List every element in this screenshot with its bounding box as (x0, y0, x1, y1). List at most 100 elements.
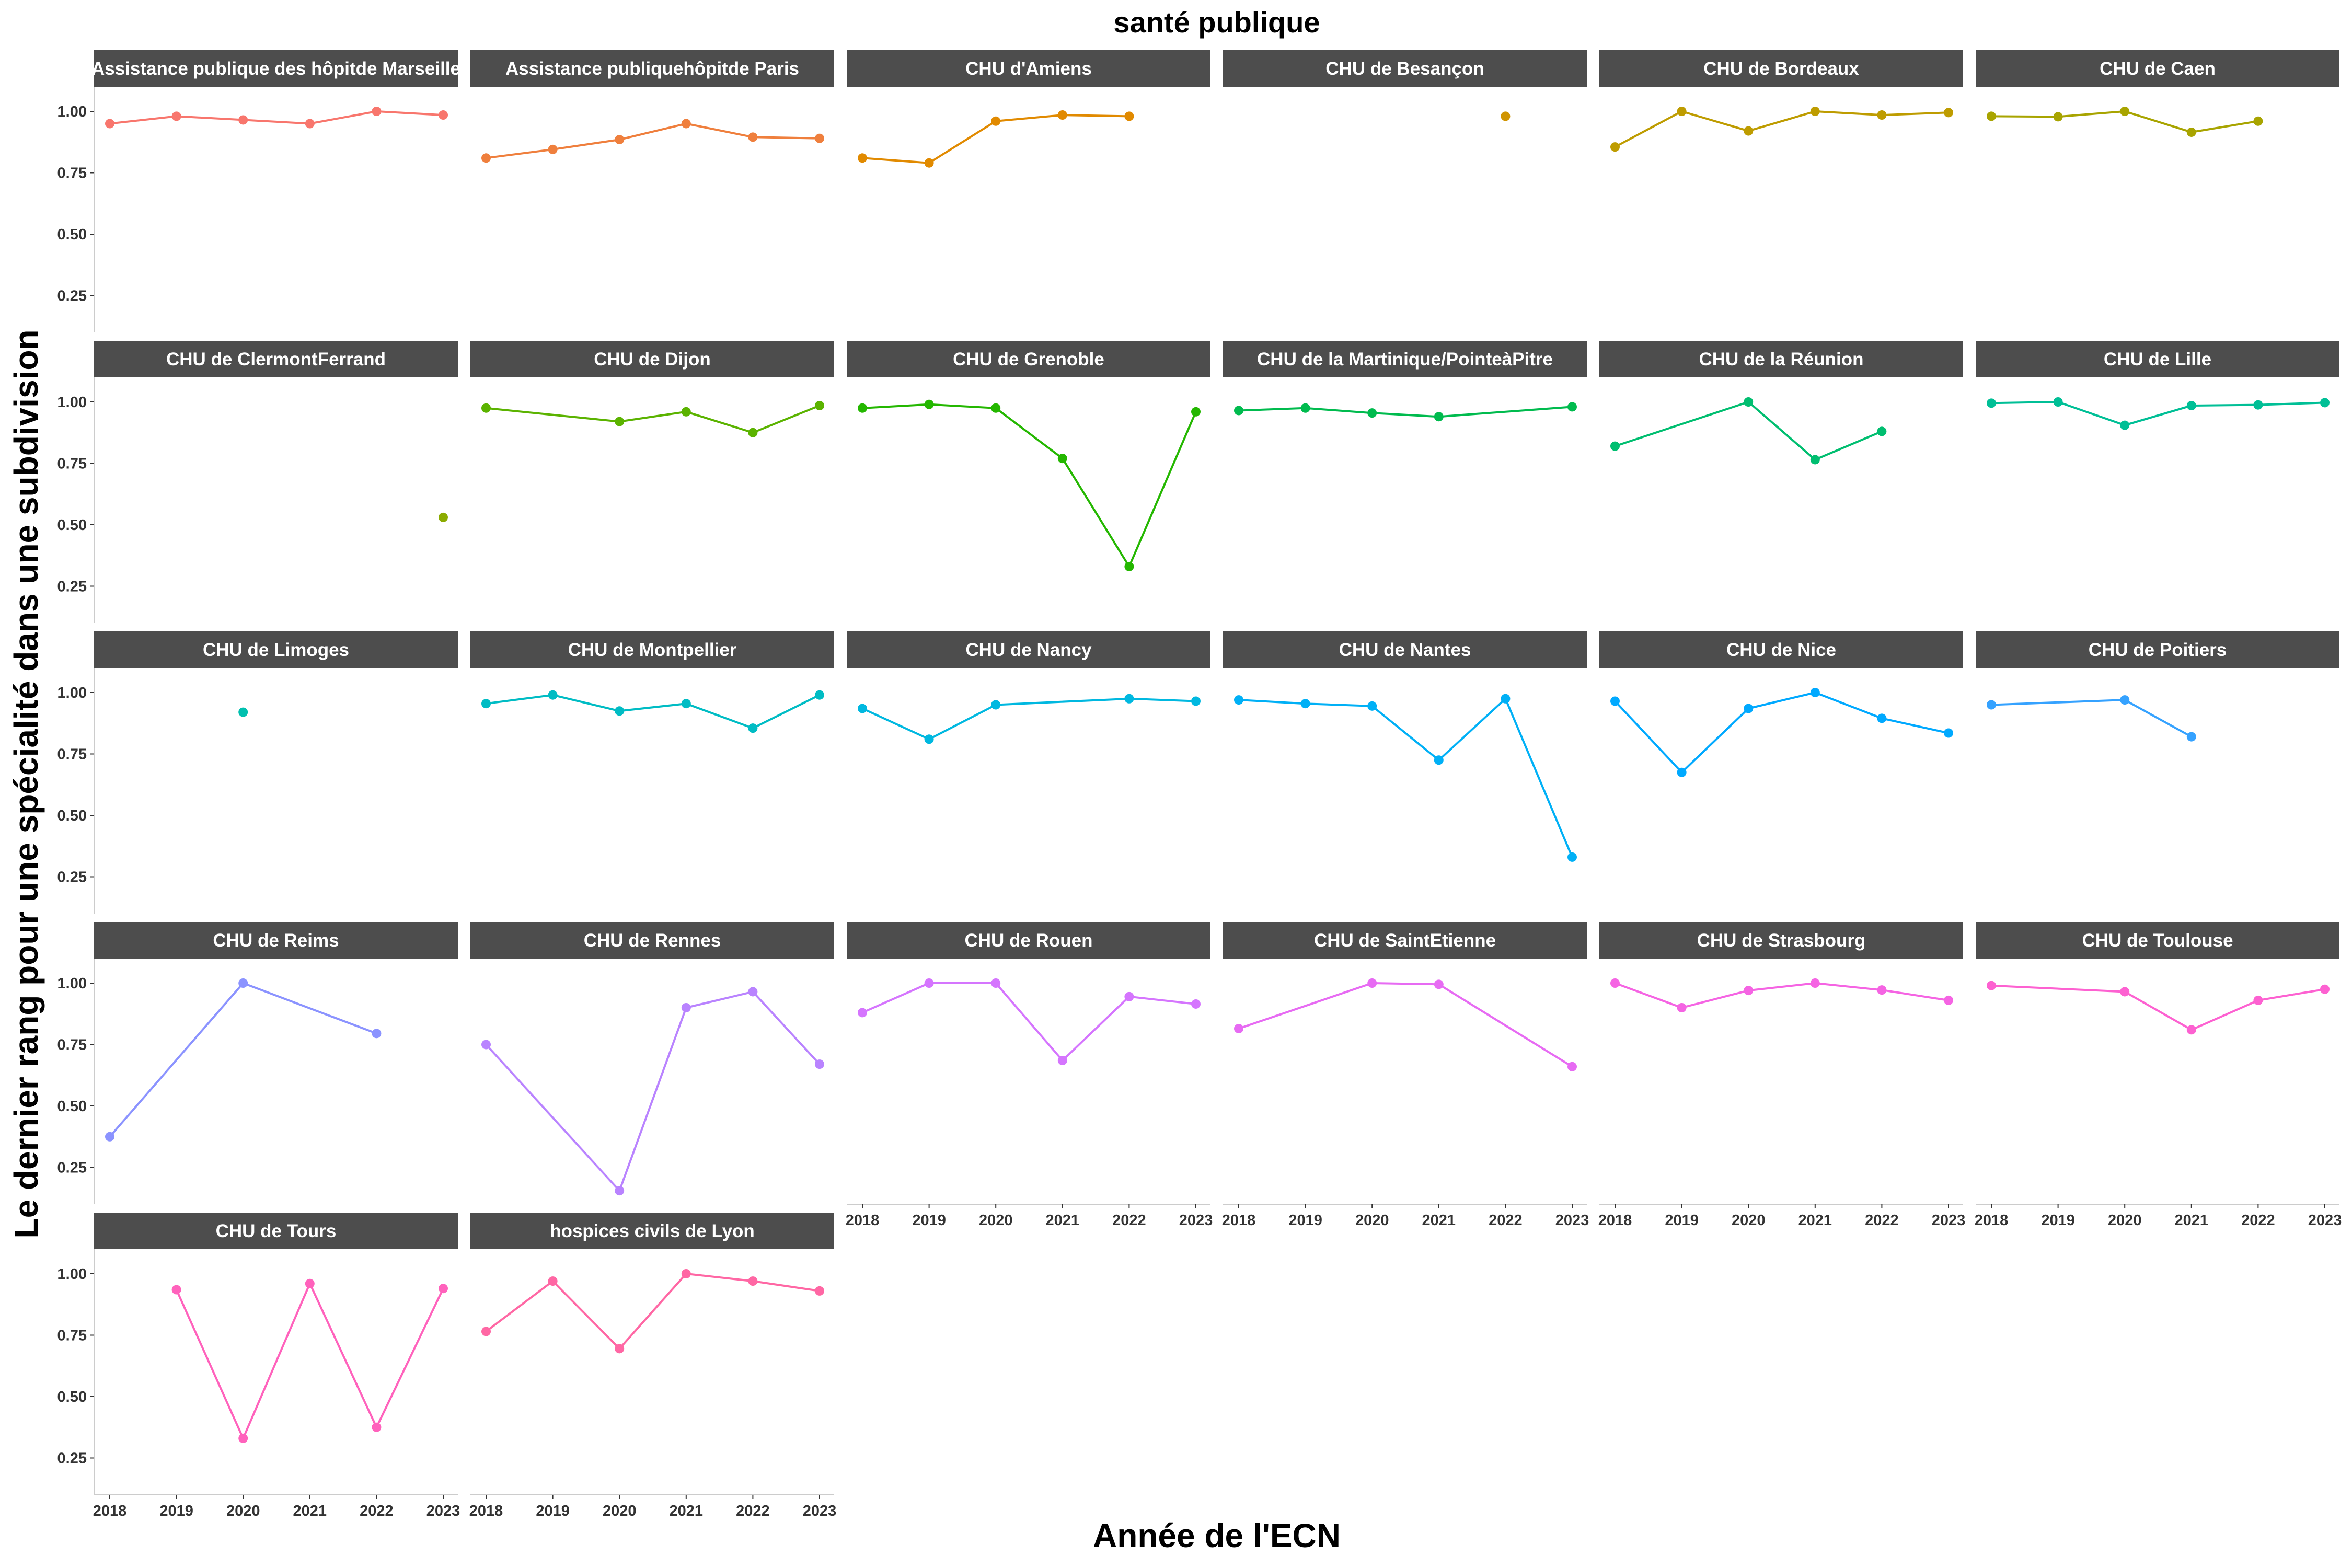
x-tick-label: 2021 (293, 1503, 327, 1519)
data-point-chu-de-nice-2022 (1877, 713, 1887, 723)
y-tick-label: 0.75 (57, 456, 87, 472)
data-point-assistance-publique-des-hopitde-marseille-2021 (305, 119, 315, 129)
chart-title: santé publique (1113, 6, 1320, 39)
series-line-chu-de-reims (109, 982, 377, 1138)
data-point-chu-de-saintetienne-2020 (1367, 978, 1377, 988)
panel-strip-label: CHU de Besançon (1325, 59, 1484, 79)
panel-strip (1599, 50, 1963, 87)
series-line-hospices-civils-de-lyon (485, 1272, 820, 1351)
panel-strip-label: CHU de Nancy (965, 640, 1092, 660)
x-tick-label: 2022 (1865, 1212, 1899, 1229)
data-point-chu-d-amiens-2020 (991, 116, 1001, 126)
x-tick-label: 2022 (736, 1503, 770, 1519)
data-point-chu-de-rouen-2018 (858, 1008, 867, 1018)
data-point-chu-de-saintetienne-2023 (1567, 1062, 1577, 1071)
data-point-chu-de-bordeaux-2018 (1610, 142, 1620, 152)
series-line-chu-de-strasbourg (1615, 982, 1949, 1009)
x-tick-label: 2022 (360, 1503, 394, 1519)
x-tick-label: 2023 (1932, 1212, 1966, 1229)
panel-strip-label: CHU de ClermontFerrand (166, 349, 386, 370)
series-line-chu-de-nice (1614, 691, 1949, 774)
data-point-chu-de-rennes-2022 (748, 987, 758, 997)
panel-strip-label: CHU d'Amiens (965, 59, 1092, 79)
data-point-chu-de-rouen-2022 (1124, 991, 1134, 1001)
panel-chu-de-bordeaux: CHU de Bordeaux (1599, 50, 1963, 152)
panel-strip (470, 922, 834, 959)
panel-chu-de-grenoble: CHU de Grenoble (847, 341, 1210, 571)
y-axis-title: Le dernier rang pour une spécialité dans… (7, 329, 45, 1238)
x-tick-label: 2022 (1489, 1212, 1523, 1229)
panel-strip-label: CHU de Reims (213, 930, 339, 951)
panel-strip-label: CHU de la Réunion (1699, 349, 1863, 370)
panel-strip (94, 631, 458, 668)
panel-strip (470, 341, 834, 377)
x-tick-label: 2019 (536, 1503, 570, 1519)
panel-strip-label: CHU de Strasbourg (1697, 930, 1866, 951)
data-point-chu-de-montpellier-2023 (815, 690, 824, 700)
data-point-chu-de-bordeaux-2023 (1944, 108, 1953, 118)
data-point-chu-d-amiens-2022 (1124, 111, 1134, 121)
x-tick-label: 2020 (2108, 1212, 2142, 1229)
panel-strip (1976, 341, 2339, 377)
x-tick-label: 2018 (1222, 1212, 1256, 1229)
series-line-chu-de-nancy (862, 697, 1196, 741)
y-tick-label: 0.25 (57, 1450, 87, 1467)
data-point-chu-de-grenoble-2023 (1191, 407, 1201, 417)
data-point-assistance-publique-des-hopitde-marseille-2022 (372, 107, 382, 116)
panel-strip-label: CHU de Poitiers (2089, 640, 2227, 660)
x-tick-label: 2021 (2175, 1212, 2209, 1229)
data-point-chu-d-amiens-2018 (858, 153, 867, 163)
data-point-chu-de-montpellier-2022 (748, 723, 758, 733)
panel-chu-de-clermontferrand: CHU de ClermontFerrand 0.25 0.50 0.75 1.00 (57, 341, 458, 623)
panel-strip (1223, 50, 1587, 87)
panel-chu-de-reims: CHU de Reims 0.25 0.50 0.75 1.00 (57, 922, 458, 1204)
panel-chu-de-dijon: CHU de Dijon (470, 341, 834, 437)
y-tick-label: 1.00 (57, 394, 87, 411)
data-point-chu-de-montpellier-2019 (548, 690, 558, 700)
panel-strip-label: CHU de Lille (2104, 349, 2211, 370)
x-tick-label: 2023 (426, 1503, 460, 1519)
data-point-chu-de-dijon-2018 (481, 403, 491, 413)
panel-strip (94, 341, 458, 377)
data-point-chu-de-bordeaux-2020 (1744, 126, 1754, 136)
data-point-assistance-publiquehopitde-paris-2020 (615, 135, 625, 145)
data-point-chu-de-grenoble-2022 (1124, 561, 1134, 571)
data-point-assistance-publique-des-hopitde-marseille-2023 (439, 110, 448, 120)
data-point-chu-de-la-martinique-pointeapitre-2020 (1367, 408, 1377, 418)
data-point-chu-de-caen-2022 (2253, 116, 2263, 126)
data-point-chu-de-nantes-2019 (1300, 699, 1310, 709)
x-tick-label: 2023 (2308, 1212, 2342, 1229)
data-point-assistance-publique-des-hopitde-marseille-2019 (171, 111, 181, 121)
series-line-chu-de-dijon (486, 405, 820, 434)
x-tick-label: 2022 (2241, 1212, 2275, 1229)
panel-strip (847, 631, 1210, 668)
panel-strip (847, 341, 1210, 377)
x-tick-label: 2020 (226, 1503, 260, 1519)
y-tick-label: 0.75 (57, 1328, 87, 1344)
y-tick-label: 1.00 (57, 103, 87, 120)
panel-strip (1223, 631, 1587, 668)
panel-chu-de-la-martinique-pointeapitre: CHU de la Martinique/PointeàPitre (1223, 341, 1587, 422)
x-tick-label: 2023 (1179, 1212, 1213, 1229)
data-point-chu-de-nancy-2019 (924, 734, 934, 744)
y-tick-label: 1.00 (57, 975, 87, 992)
data-point-chu-de-strasbourg-2020 (1744, 986, 1754, 996)
data-point-assistance-publiquehopitde-paris-2022 (748, 132, 758, 142)
data-point-hospices-civils-de-lyon-2019 (548, 1276, 558, 1286)
series-line-chu-de-rennes (485, 990, 821, 1193)
data-point-chu-de-tours-2022 (372, 1422, 382, 1432)
data-point-hospices-civils-de-lyon-2022 (748, 1276, 758, 1286)
data-point-chu-de-caen-2020 (2120, 107, 2130, 116)
series-line-chu-de-nantes (1238, 697, 1573, 858)
series-line-chu-de-grenoble (862, 403, 1197, 569)
series-line-chu-de-rouen (862, 982, 1196, 1062)
data-point-hospices-civils-de-lyon-2020 (615, 1344, 625, 1354)
panel-strip-label: CHU de Nantes (1339, 640, 1471, 660)
data-point-chu-de-nantes-2018 (1234, 695, 1243, 705)
panel-strip (94, 50, 458, 87)
panel-chu-de-rennes: CHU de Rennes (470, 922, 834, 1196)
data-point-chu-de-limoges-2020 (238, 707, 248, 717)
panel-chu-de-nice: CHU de Nice (1599, 631, 1963, 777)
data-point-chu-de-lille-2019 (2053, 397, 2063, 407)
data-point-chu-de-reims-2018 (105, 1132, 114, 1142)
